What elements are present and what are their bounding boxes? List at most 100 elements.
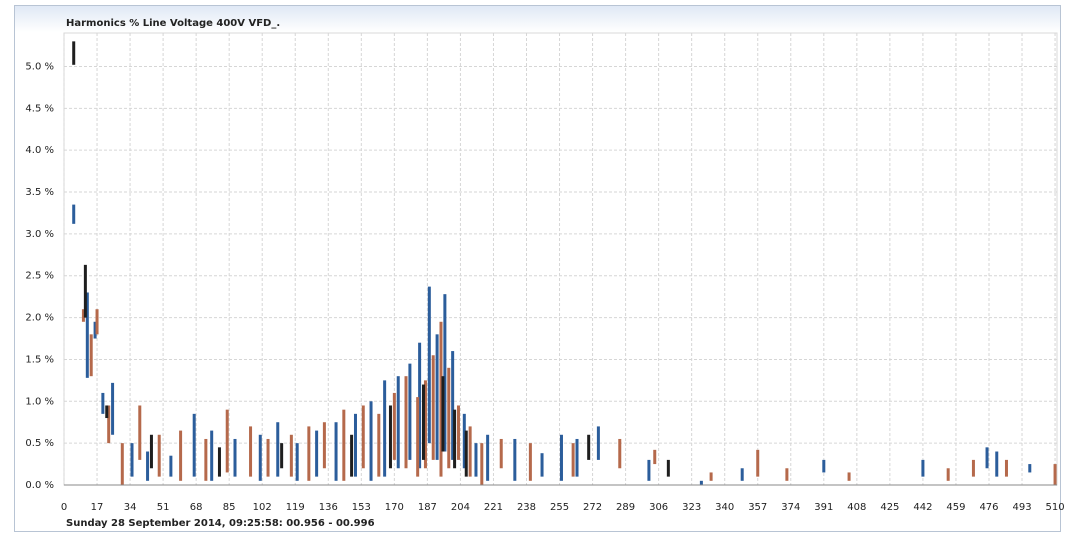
range-bar xyxy=(396,376,400,469)
x-tick-label: 85 xyxy=(223,502,236,513)
range-bar xyxy=(107,405,111,444)
range-bar xyxy=(486,434,490,481)
y-tick-label: 0.0 % xyxy=(25,480,54,491)
range-bar xyxy=(921,459,925,477)
range-bar xyxy=(72,204,76,224)
y-tick-label: 4.0 % xyxy=(25,145,54,156)
range-bar xyxy=(334,422,338,481)
range-bar xyxy=(217,447,221,477)
range-bar xyxy=(422,384,426,460)
range-bar xyxy=(513,438,517,481)
x-tick-label: 408 xyxy=(847,502,866,513)
x-tick-label: 289 xyxy=(616,502,635,513)
range-bar xyxy=(647,459,651,481)
range-bar xyxy=(1004,459,1008,477)
range-bar xyxy=(146,451,150,481)
x-tick-label: 476 xyxy=(979,502,998,513)
range-bar xyxy=(322,422,326,469)
range-bar xyxy=(756,449,760,477)
x-tick-label: 119 xyxy=(286,502,305,513)
x-tick-label: 357 xyxy=(748,502,767,513)
x-tick-label: 493 xyxy=(1012,502,1031,513)
range-bar xyxy=(120,443,124,485)
range-bar xyxy=(93,321,97,339)
range-bar xyxy=(295,443,299,481)
range-bar xyxy=(388,405,392,469)
y-tick-label: 0.5 % xyxy=(25,438,54,449)
y-tick-label: 5.0 % xyxy=(25,61,54,72)
range-bar xyxy=(89,334,93,377)
range-bar xyxy=(462,413,466,469)
range-bar xyxy=(468,426,472,477)
range-bar xyxy=(699,480,703,485)
range-bar xyxy=(392,392,396,460)
range-bar xyxy=(822,459,826,473)
x-tick-label: 340 xyxy=(715,502,734,513)
range-bar xyxy=(353,413,357,477)
marks xyxy=(72,41,1057,485)
range-bar xyxy=(427,286,431,444)
range-bar xyxy=(276,422,280,477)
range-bar xyxy=(130,443,134,477)
range-bar xyxy=(528,443,532,481)
range-bar xyxy=(342,409,346,481)
range-bar xyxy=(369,401,373,481)
range-bar xyxy=(138,405,142,460)
range-bar xyxy=(740,468,744,481)
range-bar xyxy=(474,443,478,477)
range-bar xyxy=(225,409,229,473)
range-bar xyxy=(971,459,975,477)
range-bar xyxy=(404,376,408,469)
range-bar xyxy=(105,405,109,419)
range-bar xyxy=(307,426,311,481)
range-bar xyxy=(157,434,161,477)
x-tick-label: 272 xyxy=(583,502,602,513)
x-tick-label: 442 xyxy=(913,502,932,513)
x-tick-label: 238 xyxy=(517,502,536,513)
x-tick-label: 459 xyxy=(946,502,965,513)
axes: 0.0 % 0.5 % 1.0 % 1.5 % 2.0 % 2.5 % 3.0 % 3.5 %… xyxy=(25,61,1064,513)
range-bar xyxy=(315,430,319,477)
range-bar xyxy=(540,453,544,477)
range-bar xyxy=(464,430,468,477)
y-tick-label: 3.5 % xyxy=(25,187,54,198)
range-bar xyxy=(435,334,439,460)
range-bar xyxy=(408,363,412,460)
x-tick-label: 17 xyxy=(91,502,104,513)
range-bar xyxy=(258,434,262,481)
range-bar xyxy=(431,355,435,460)
range-bar xyxy=(985,447,989,469)
range-bar xyxy=(111,382,115,435)
range-bar xyxy=(249,426,253,477)
range-bar xyxy=(618,438,622,469)
range-bar xyxy=(418,342,422,469)
range-bar xyxy=(289,434,293,477)
x-tick-label: 51 xyxy=(157,502,170,513)
range-bar xyxy=(280,443,284,469)
range-bar xyxy=(451,351,455,460)
range-bar xyxy=(81,309,85,322)
y-tick-label: 2.5 % xyxy=(25,271,54,282)
x-tick-label: 306 xyxy=(649,502,668,513)
chart-title: Harmonics % Line Voltage 400V VFD_. xyxy=(66,18,280,29)
header xyxy=(15,6,1060,32)
range-bar xyxy=(709,472,713,481)
y-tick-label: 1.0 % xyxy=(25,396,54,407)
range-bar xyxy=(101,392,105,414)
range-bar xyxy=(83,264,87,318)
x-tick-label: 187 xyxy=(418,502,437,513)
range-bar xyxy=(149,434,153,469)
range-bar xyxy=(666,459,670,477)
range-bar xyxy=(785,468,789,481)
y-tick-label: 1.5 % xyxy=(25,354,54,365)
range-bar xyxy=(653,449,657,465)
x-tick-label: 68 xyxy=(190,502,203,513)
range-bar xyxy=(416,397,420,477)
range-bar xyxy=(587,434,591,460)
range-bar xyxy=(441,376,445,452)
range-bar xyxy=(266,438,270,477)
range-bar xyxy=(233,438,237,477)
x-tick-label: 391 xyxy=(814,502,833,513)
range-bar xyxy=(499,438,503,469)
